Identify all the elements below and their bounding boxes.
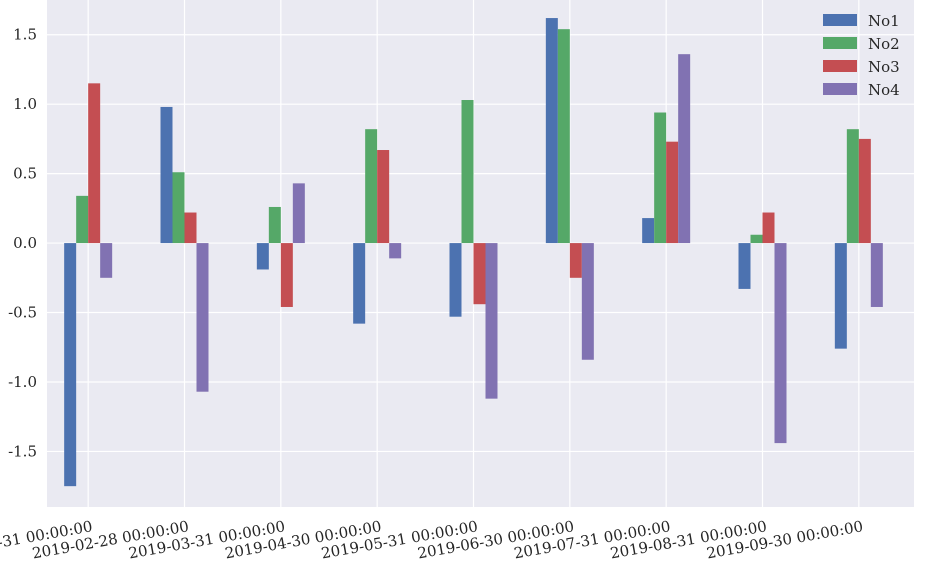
bar-no3-7: [666, 141, 679, 244]
bar-no1-6: [545, 18, 558, 244]
bar-no3-1: [88, 83, 101, 244]
legend-swatch-no1: [823, 14, 857, 26]
bar-no4-1: [100, 243, 113, 278]
legend-label-no3: No3: [868, 58, 900, 76]
bar-no2-1: [76, 195, 89, 244]
y-tick-label: -1.0: [8, 373, 37, 391]
bar-no3-8: [762, 212, 775, 244]
legend-swatch-no4: [823, 83, 857, 95]
legend-swatch-no2: [823, 37, 857, 49]
bar-no2-5: [461, 100, 474, 244]
bar-no4-9: [870, 243, 883, 307]
bar-no4-8: [774, 243, 787, 444]
bar-no2-6: [557, 29, 570, 244]
bar-no1-3: [256, 243, 269, 270]
bar-no1-9: [834, 243, 847, 349]
y-tick-label: -0.5: [8, 304, 37, 322]
bar-no4-2: [196, 243, 209, 392]
bars: [64, 18, 883, 487]
y-tick-label: 1.5: [13, 26, 37, 44]
legend-label-no1: No1: [868, 12, 900, 30]
bar-no1-7: [642, 218, 655, 244]
bar-no4-6: [581, 243, 594, 360]
bar-no4-3: [292, 183, 305, 244]
bar-no2-4: [365, 129, 378, 244]
bar-no4-5: [485, 243, 498, 399]
legend-label-no2: No2: [868, 35, 900, 53]
legend-label-no4: No4: [868, 81, 900, 99]
bar-no4-4: [389, 243, 402, 259]
y-tick-label: 0.0: [13, 234, 37, 252]
y-tick-label: 1.0: [13, 95, 37, 113]
bar-no2-9: [846, 129, 859, 244]
bar-no3-9: [858, 138, 871, 244]
y-tick-label: 0.5: [13, 165, 37, 183]
bar-no1-5: [449, 243, 462, 317]
bar-no3-4: [377, 150, 390, 244]
legend-swatch-no3: [823, 60, 857, 72]
bar-no3-3: [280, 243, 293, 307]
legend: No1 No2 No3 No4: [823, 12, 900, 99]
bar-no3-6: [569, 243, 582, 278]
bar-no1-2: [160, 106, 173, 244]
bar-no3-5: [473, 243, 486, 305]
bar-no2-2: [172, 172, 185, 244]
bar-no2-8: [750, 234, 763, 244]
bar-no3-2: [184, 212, 197, 244]
bar-no1-4: [353, 243, 366, 324]
bar-no2-7: [654, 112, 667, 244]
bar-no1-1: [64, 243, 77, 487]
y-tick-label: -1.5: [8, 442, 37, 460]
bar-no2-3: [268, 206, 281, 244]
bar-no1-8: [738, 243, 751, 289]
bar-no4-7: [678, 54, 691, 244]
y-axis-ticks: -1.5 -1.0 -0.5 0.0 0.5 1.0 1.5: [8, 26, 37, 461]
